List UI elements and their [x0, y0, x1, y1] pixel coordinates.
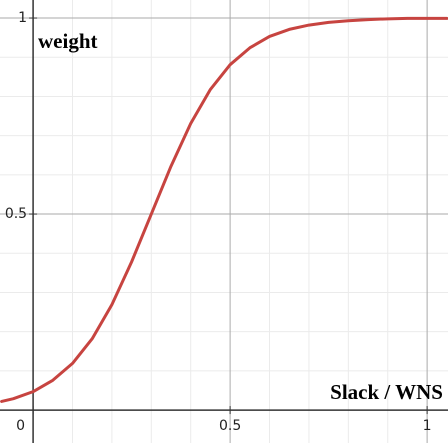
line [0, 16, 448, 403]
y-tick-label: 1 [18, 10, 27, 26]
x-tick-label: 1 [423, 418, 432, 434]
plot [0, 16, 448, 403]
y-axis-title: weight [38, 29, 98, 53]
x-axis-title: Slack / WNS [330, 380, 443, 404]
y-tick-label: 0.5 [5, 206, 27, 222]
x-tick-label: 0 [16, 418, 25, 434]
x-tick-label: 0.5 [219, 418, 241, 434]
